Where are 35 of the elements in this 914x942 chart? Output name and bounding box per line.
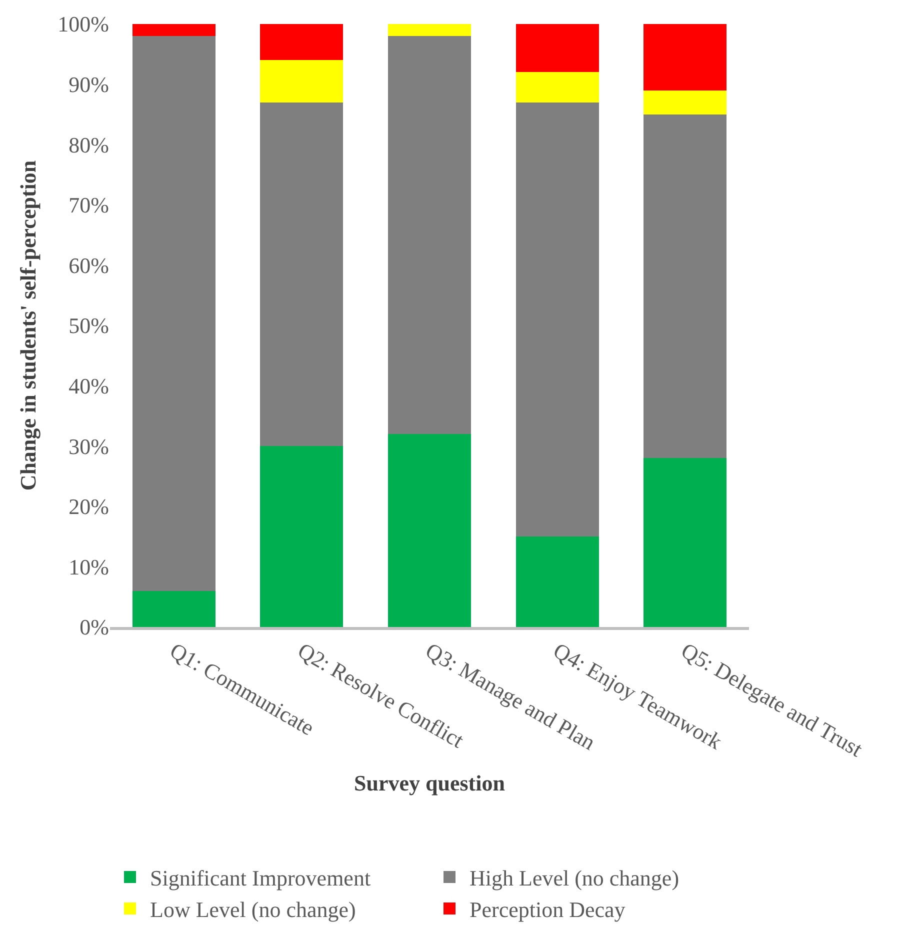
bar (516, 536, 599, 627)
bar (132, 24, 216, 36)
y-tick-label: 80% (68, 132, 109, 158)
bar (132, 36, 216, 591)
bar (644, 458, 727, 627)
y-tick-label: 60% (68, 252, 109, 278)
bar (260, 446, 344, 627)
y-tick-label: 30% (68, 434, 109, 459)
y-tick-label: 50% (68, 313, 109, 338)
bar (260, 60, 344, 102)
bar (260, 24, 344, 60)
legend-label: Low Level (no change) (150, 897, 356, 922)
y-tick-label: 0% (80, 614, 109, 640)
bar (644, 24, 727, 90)
bar (644, 90, 727, 114)
legend-label: High Level (no change) (470, 866, 680, 891)
y-tick-label: 20% (68, 494, 109, 520)
y-tick-label: 70% (68, 192, 109, 218)
legend-label: Significant Improvement (150, 866, 371, 891)
y-tick-label: 40% (68, 374, 109, 398)
bar (516, 102, 599, 537)
y-axis-title: Change in students' self-perception (15, 160, 40, 491)
bar (516, 24, 599, 72)
y-tick-label: 100% (58, 12, 109, 37)
bar (516, 72, 599, 102)
bar (388, 36, 472, 434)
x-axis-title: Survey question (354, 770, 505, 796)
y-tick-label: 90% (68, 72, 109, 97)
bar (644, 114, 727, 458)
legend-label: Perception Decay (470, 897, 626, 922)
bar (388, 24, 472, 36)
bar (388, 434, 472, 627)
bar (132, 590, 216, 627)
y-tick-label: 10% (68, 554, 109, 580)
bar (260, 102, 344, 446)
